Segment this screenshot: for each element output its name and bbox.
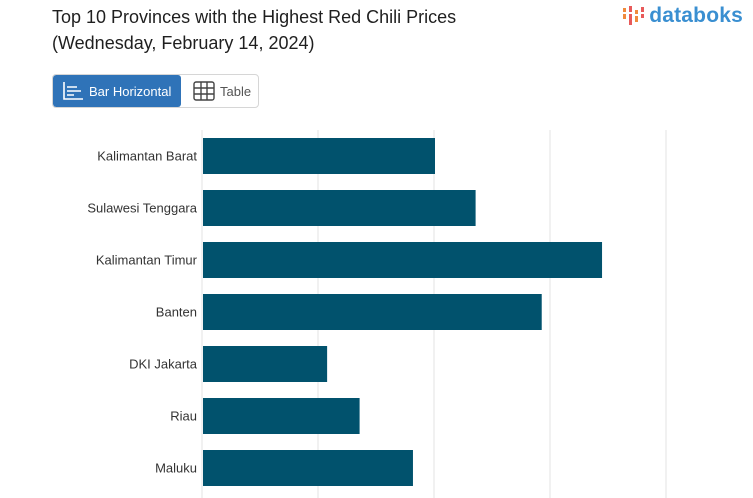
bar[interactable]	[203, 398, 360, 434]
category-label: Riau	[170, 409, 197, 424]
databoks-logo[interactable]: databoks	[622, 4, 743, 28]
bar[interactable]	[203, 450, 413, 486]
category-label: DKI Jakarta	[129, 357, 198, 372]
tab-bar-horizontal[interactable]: Bar Horizontal	[53, 75, 181, 107]
category-label: Kalimantan Timur	[96, 253, 198, 268]
tab-table[interactable]: Table	[181, 75, 258, 107]
bar[interactable]	[203, 346, 328, 382]
category-label: Kalimantan Barat	[97, 149, 197, 164]
databoks-logo-text: databoks	[649, 4, 743, 27]
bar[interactable]	[203, 242, 603, 278]
category-label: Maluku	[155, 461, 197, 476]
databoks-logo-icon	[623, 6, 645, 25]
table-grid-icon	[193, 81, 215, 101]
bar[interactable]	[203, 138, 435, 174]
category-label: Banten	[156, 305, 197, 320]
view-switcher: Bar Horizontal Table	[52, 74, 259, 108]
category-label: Sulawesi Tenggara	[87, 201, 197, 216]
tab-bar-horizontal-label: Bar Horizontal	[89, 83, 172, 99]
chart-title-line1: Top 10 Provinces with the Highest Red Ch…	[52, 7, 457, 27]
bar[interactable]	[203, 190, 476, 226]
bar-horizontal-icon	[63, 82, 83, 100]
chart-title-line2: (Wednesday, February 14, 2024)	[52, 33, 315, 53]
chart-title: Top 10 Provinces with the Highest Red Ch…	[52, 4, 612, 56]
bar[interactable]	[203, 294, 542, 330]
tab-table-label: Table	[220, 83, 252, 99]
